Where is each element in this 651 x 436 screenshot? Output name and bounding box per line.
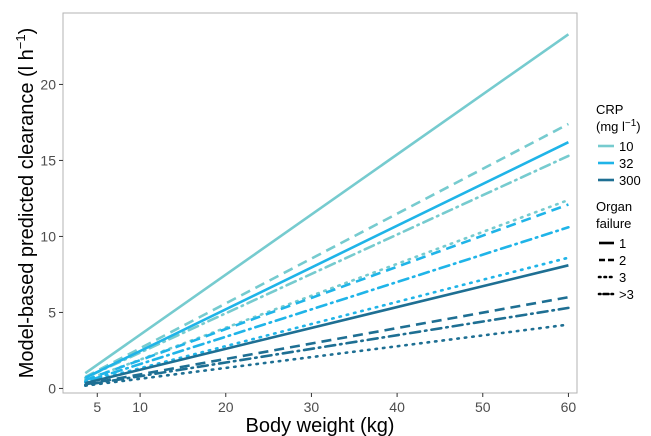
- x-tick-label: 5: [93, 399, 101, 415]
- x-axis-title: Body weight (kg): [246, 415, 395, 436]
- legend-crp-label: 300: [619, 173, 641, 188]
- y-tick-label: 10: [40, 228, 56, 244]
- legend-organ-label: 2: [619, 253, 626, 268]
- series-line-crp300-organ1: [84, 264, 569, 385]
- legend-crp-title-main: (mg l: [596, 119, 625, 134]
- y-tick-label: 5: [48, 304, 56, 320]
- series-line-crp10-organ2: [84, 122, 570, 379]
- legend-crp-items: 10 32 300: [598, 139, 641, 188]
- series-line-crp300-organ3: [84, 323, 570, 388]
- series-line-crp300-organ2: [85, 295, 569, 386]
- legend: CRP (mg l−1) 10 32 300 Organ failure 1 2 3 >3: [596, 102, 641, 302]
- legend-crp-title-line2: (mg l−1): [596, 118, 641, 134]
- series-line-crp32-organ3: [84, 256, 570, 384]
- y-axis-ticks: 0 5 10 15 20: [40, 76, 63, 396]
- series-line-crp32-organ2: [84, 203, 569, 382]
- x-tick-label: 10: [132, 399, 148, 415]
- legend-organ-title-line2: failure: [596, 216, 631, 231]
- legend-organ-title-line1: Organ: [596, 199, 632, 214]
- x-axis-ticks: 5 10 20 30 40 50 60: [93, 393, 576, 415]
- y-axis-title-main: Model-based predicted clearance (l h: [16, 49, 38, 378]
- x-tick-label: 20: [218, 399, 234, 415]
- series-line-crp300-organgt3: [84, 306, 570, 387]
- x-tick-label: 40: [389, 399, 405, 415]
- legend-organ-label: 3: [619, 270, 626, 285]
- legend-crp-label: 32: [619, 156, 633, 171]
- y-tick-label: 15: [40, 152, 56, 168]
- legend-crp-title-line1: CRP: [596, 102, 623, 117]
- series-line-crp32-organ1: [84, 141, 569, 379]
- y-axis-title: Model-based predicted clearance (l h−1): [13, 28, 38, 379]
- y-tick-label: 0: [48, 380, 56, 396]
- series-lines: [84, 33, 570, 388]
- legend-organ-label: 1: [619, 236, 626, 251]
- legend-crp-label: 10: [619, 139, 633, 154]
- series-line-crp10-organgt3: [84, 154, 570, 380]
- x-tick-label: 30: [304, 399, 320, 415]
- panel-border: [62, 12, 578, 394]
- legend-organ-label: >3: [619, 287, 634, 302]
- legend-organ-items: 1 2 3 >3: [597, 236, 634, 302]
- series-line-crp32-organgt3: [84, 226, 570, 383]
- y-tick-label: 20: [40, 76, 56, 92]
- y-axis-title-sup: −1: [13, 34, 28, 49]
- legend-crp-title-sup: −1: [625, 118, 637, 129]
- series-line-crp10-organ3: [84, 198, 570, 382]
- x-tick-label: 50: [475, 399, 491, 415]
- legend-crp-title-close: ): [636, 119, 640, 134]
- y-axis-title-close: ): [16, 28, 38, 35]
- x-tick-label: 60: [561, 399, 577, 415]
- series-line-crp10-organ1: [84, 33, 570, 375]
